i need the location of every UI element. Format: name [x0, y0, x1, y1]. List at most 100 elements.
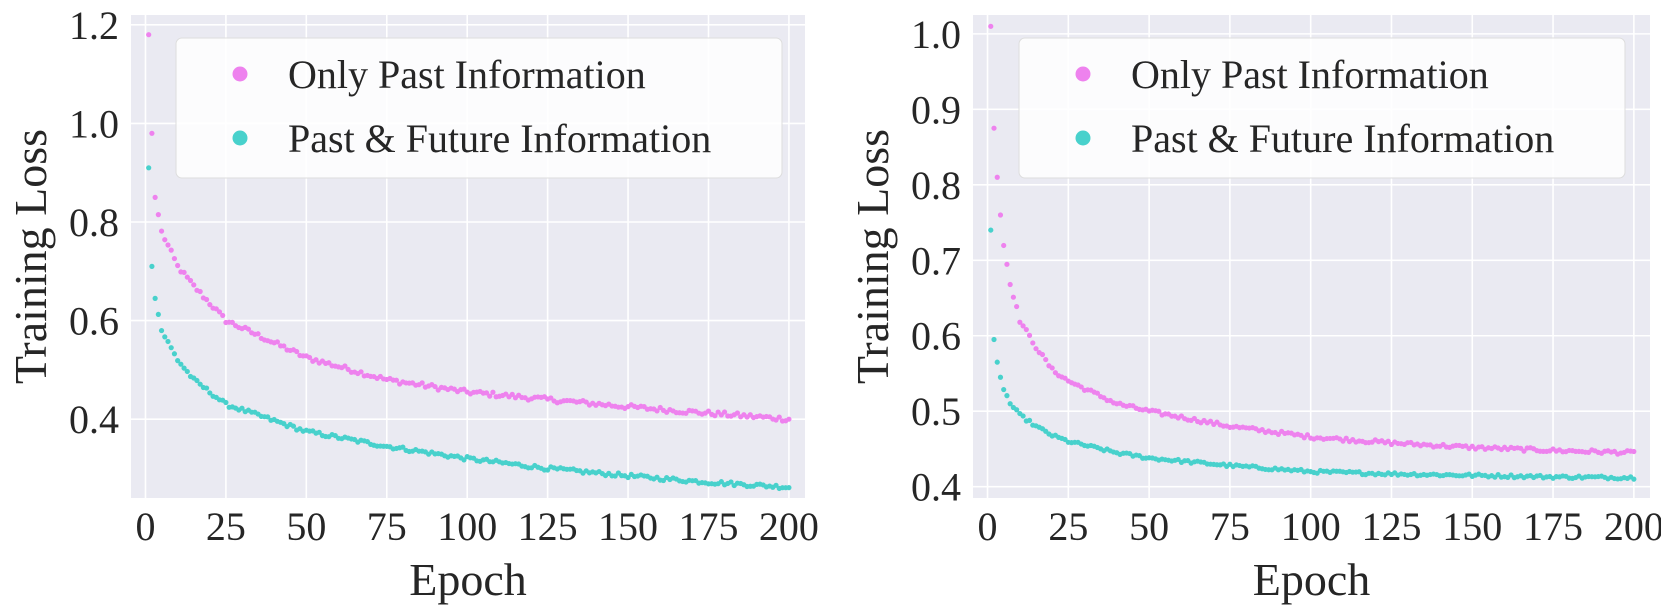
data-point	[483, 390, 490, 396]
data-point	[705, 408, 712, 414]
data-point	[191, 282, 197, 288]
data-point	[149, 263, 155, 269]
x-tick-label: 50	[286, 504, 326, 549]
data-point	[1078, 384, 1084, 390]
legend-marker	[232, 130, 248, 146]
data-point	[146, 32, 152, 38]
legend-label: Only Past Information	[1131, 52, 1489, 97]
data-point	[432, 383, 438, 390]
data-point	[991, 336, 997, 343]
data-point	[184, 274, 190, 280]
data-point	[1026, 417, 1033, 423]
x-axis-label: Epoch	[409, 554, 527, 605]
data-point	[1049, 365, 1055, 371]
y-tick-label: 0.7	[911, 238, 961, 283]
data-point	[162, 237, 168, 243]
x-tick-label: 200	[759, 504, 819, 549]
data-point	[274, 339, 280, 345]
data-point	[718, 479, 724, 485]
data-point	[1001, 386, 1007, 393]
data-point	[487, 393, 493, 399]
data-point	[171, 351, 178, 357]
data-point	[1304, 432, 1311, 438]
data-point	[1275, 431, 1281, 438]
data-point	[204, 296, 210, 303]
data-point	[158, 327, 165, 334]
legend-label: Past & Future Information	[1131, 116, 1554, 161]
data-point	[773, 482, 779, 488]
data-point	[229, 319, 235, 325]
data-point	[419, 380, 425, 386]
data-point	[239, 405, 245, 411]
data-point	[721, 409, 728, 415]
x-tick-label: 25	[206, 504, 246, 549]
data-point	[786, 416, 792, 422]
data-point	[786, 485, 792, 491]
legend-label: Only Past Information	[288, 52, 646, 97]
y-tick-label: 0.9	[911, 87, 961, 132]
legend: Only Past Information Past & Future Infor…	[1018, 37, 1626, 179]
data-point	[988, 227, 994, 233]
y-tick-label: 1.2	[69, 3, 119, 48]
data-point	[654, 408, 660, 414]
data-point	[342, 363, 348, 369]
data-point	[734, 410, 741, 416]
data-point	[197, 288, 203, 295]
x-tick-label: 175	[678, 504, 738, 549]
data-point	[358, 369, 364, 375]
y-tick-label: 0.4	[69, 397, 119, 442]
data-point	[1020, 323, 1026, 329]
data-point	[1039, 351, 1046, 358]
data-point	[988, 23, 994, 29]
data-point	[1521, 448, 1527, 454]
x-tick-label: 75	[1210, 504, 1250, 549]
data-point	[223, 399, 229, 406]
data-point	[461, 457, 467, 463]
data-point	[220, 312, 226, 319]
y-tick-label: 0.6	[911, 314, 961, 359]
data-point	[509, 391, 515, 397]
x-tick-label: 100	[1281, 504, 1341, 549]
legend-label: Past & Future Information	[288, 116, 711, 161]
data-point	[165, 338, 171, 345]
y-axis-label: Training Loss	[5, 129, 56, 384]
data-point	[152, 295, 158, 301]
data-point	[168, 345, 174, 351]
x-tick-label: 75	[367, 504, 407, 549]
series-past-future	[988, 227, 1637, 482]
data-point	[207, 302, 213, 308]
data-point	[393, 377, 400, 383]
data-point	[155, 311, 161, 318]
data-point	[400, 444, 406, 450]
series-past-future	[146, 165, 792, 492]
data-point	[158, 228, 165, 234]
data-point	[1631, 448, 1637, 455]
x-tick-label: 125	[518, 504, 578, 549]
legend-marker	[1075, 130, 1091, 146]
data-point	[265, 414, 271, 420]
data-point	[207, 390, 213, 396]
data-point	[625, 474, 631, 481]
x-tick-label: 100	[437, 504, 497, 549]
x-tick-label: 200	[1604, 504, 1661, 549]
data-point	[1007, 281, 1013, 288]
data-point	[991, 125, 997, 131]
data-point	[994, 359, 1000, 365]
legend-box	[1018, 37, 1626, 179]
data-point	[1026, 332, 1033, 338]
data-point	[1004, 393, 1010, 399]
data-point	[178, 361, 184, 367]
data-point	[155, 212, 161, 218]
data-point	[997, 212, 1004, 218]
data-point	[1207, 418, 1214, 424]
x-tick-label: 50	[1129, 504, 1169, 549]
data-point	[149, 130, 155, 136]
data-point	[181, 365, 187, 371]
data-point	[1014, 303, 1020, 310]
data-point	[1007, 401, 1013, 407]
data-point	[194, 377, 200, 384]
y-tick-label: 0.8	[69, 200, 119, 245]
data-point	[255, 331, 261, 337]
data-point	[1020, 413, 1026, 419]
y-axis-label: Training Loss	[847, 129, 898, 384]
